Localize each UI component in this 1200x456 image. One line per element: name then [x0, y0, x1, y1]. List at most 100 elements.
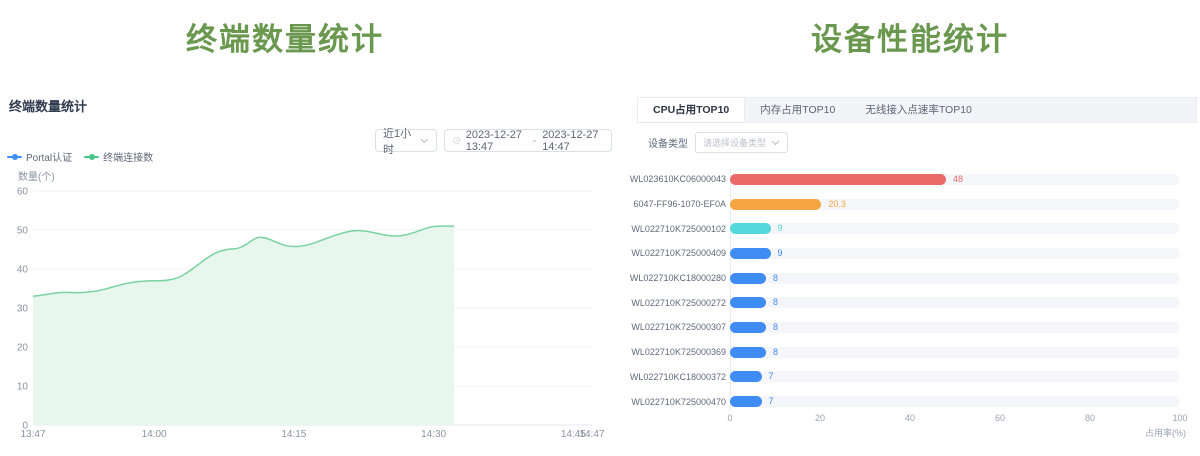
x-tick-label: 14:00 [142, 429, 167, 440]
chart-legend: Portal认证 终端连接数 [7, 149, 153, 164]
device-label: WL022710K725000470 [620, 397, 730, 407]
device-label: WL022710K725000102 [620, 224, 730, 234]
terminal-count-section: 终端数量统计 终端数量统计 近1小时 2023-12-27 13:47 - 20… [0, 0, 610, 456]
x-tick-label: 40 [893, 413, 927, 423]
bar-value-label: 8 [773, 347, 778, 358]
bar-track: 8 [730, 273, 1180, 284]
bar-fill [730, 322, 766, 333]
legend-marker-icon [84, 153, 99, 161]
x-tick-label: 60 [983, 413, 1017, 423]
x-tick-label: 100 [1163, 413, 1197, 423]
device-type-select[interactable]: 请选择设备类型 [695, 132, 788, 153]
bar-row: WL022710K725000272 8 [620, 290, 1200, 315]
bar-row: WL022710KC18000372 7 [620, 365, 1200, 390]
date-separator: - [532, 135, 538, 147]
legend-item[interactable]: Portal认证 [7, 149, 72, 164]
bar-track: 8 [730, 347, 1180, 358]
device-type-filter: 设备类型 请选择设备类型 [648, 132, 788, 153]
y-tick-label: 30 [17, 304, 29, 315]
device-label: WL022710K725000272 [620, 298, 730, 308]
bar-track: 8 [730, 297, 1180, 308]
device-label: WL022710KC18000372 [620, 372, 730, 382]
legend-marker-icon [7, 153, 22, 161]
chevron-down-icon [420, 138, 429, 144]
bar-value-label: 9 [778, 223, 783, 234]
bar-value-label: 8 [773, 273, 778, 284]
bar-chart-x-axis-name: 占用率(%) [1145, 426, 1186, 439]
chevron-down-icon [771, 140, 780, 146]
bar-fill [730, 273, 766, 284]
x-tick-label: 13:47 [20, 429, 45, 440]
bar-chart-x-ticks: 0 20 40 60 80 100 [620, 413, 1200, 425]
y-tick-label: 10 [17, 382, 29, 393]
terminal-panel-title: 终端数量统计 [9, 96, 87, 115]
x-tick-label: 14:47 [579, 429, 604, 440]
bar-fill [730, 199, 821, 210]
cpu-top10-bar-chart: WL023610KC0600004348 6047-FF96-1070-EF0A 2… [620, 167, 1200, 414]
device-label: WL022710K725000409 [620, 248, 730, 258]
bar-value-label: 7 [769, 371, 774, 382]
bar-fill [730, 248, 771, 259]
bar-row: WL022710KC18000280 8 [620, 266, 1200, 291]
bar-fill [730, 347, 766, 358]
bar-fill [730, 223, 771, 234]
x-tick-label: 20 [803, 413, 837, 423]
legend-item[interactable]: 终端连接数 [84, 149, 153, 164]
bar-fill [730, 396, 762, 407]
device-label: WL022710K725000369 [620, 347, 730, 357]
bar-track: 9 [730, 223, 1180, 234]
right-page-title: 设备性能统计 [620, 14, 1200, 59]
x-tick-label: 14:15 [281, 429, 306, 440]
bar-row: WL022710K725000307 8 [620, 315, 1200, 340]
bar-row: WL022710K725000470 7 [620, 389, 1200, 414]
device-performance-section: 设备性能统计 CPU占用TOP10内存占用TOP10无线接入点速率TOP10 设… [620, 0, 1200, 456]
bar-track: 9 [730, 248, 1180, 259]
left-page-title: 终端数量统计 [0, 14, 570, 59]
bar-row: 6047-FF96-1070-EF0A 20.3 [620, 192, 1200, 217]
device-label: WL022710K725000307 [620, 322, 730, 332]
time-range-select[interactable]: 近1小时 [375, 129, 437, 152]
bar-value-label: 9 [778, 248, 783, 259]
legend-dot-icon [89, 154, 95, 160]
bar-track: 7 [730, 396, 1180, 407]
device-type-placeholder: 请选择设备类型 [703, 136, 766, 149]
tab-0[interactable]: CPU占用TOP10 [638, 98, 745, 122]
time-controls: 近1小时 2023-12-27 13:47 - 2023-12-27 14:47 [375, 129, 612, 152]
legend-dot-icon [12, 154, 18, 160]
bar-row: WL022710K725000369 8 [620, 340, 1200, 365]
y-tick-label: 60 [17, 187, 29, 198]
tab-2[interactable]: 无线接入点速率TOP10 [850, 98, 987, 122]
x-tick-label: 14:30 [421, 429, 446, 440]
performance-tabs: CPU占用TOP10内存占用TOP10无线接入点速率TOP10 [637, 97, 1197, 123]
tab-1[interactable]: 内存占用TOP10 [745, 98, 850, 122]
time-range-value: 近1小时 [383, 125, 420, 157]
bar-value-label: 7 [769, 396, 774, 407]
date-range-picker[interactable]: 2023-12-27 13:47 - 2023-12-27 14:47 [444, 129, 612, 152]
bar-value-label: 8 [773, 297, 778, 308]
bar-track: 7 [730, 371, 1180, 382]
legend-label: 终端连接数 [103, 149, 153, 164]
bar-value-label: 20.3 [828, 199, 846, 210]
bar-track: 20.3 [730, 199, 1180, 210]
device-label: 6047-FF96-1070-EF0A [620, 199, 730, 209]
y-tick-label: 40 [17, 265, 29, 276]
x-tick-label: 80 [1073, 413, 1107, 423]
terminal-line-chart: 010203040506013:4714:0014:1514:3014:4514… [0, 180, 610, 456]
y-tick-label: 20 [17, 343, 29, 354]
bar-fill [730, 371, 762, 382]
y-tick-label: 50 [17, 226, 29, 237]
bar-fill [730, 297, 766, 308]
clock-icon [453, 135, 461, 146]
bar-track: 8 [730, 322, 1180, 333]
bar-row: WL023610KC0600004348 [620, 167, 1200, 192]
date-start: 2023-12-27 13:47 [466, 129, 527, 153]
legend-label: Portal认证 [26, 149, 72, 164]
date-end: 2023-12-27 14:47 [542, 129, 603, 153]
bar-row: WL022710K725000409 9 [620, 241, 1200, 266]
bar-fill [730, 174, 946, 185]
bar-track: 48 [730, 174, 1180, 185]
bar-value-label: 8 [773, 322, 778, 333]
x-tick-label: 0 [713, 413, 747, 423]
device-label: WL022710KC18000280 [620, 273, 730, 283]
series-area [33, 226, 454, 425]
